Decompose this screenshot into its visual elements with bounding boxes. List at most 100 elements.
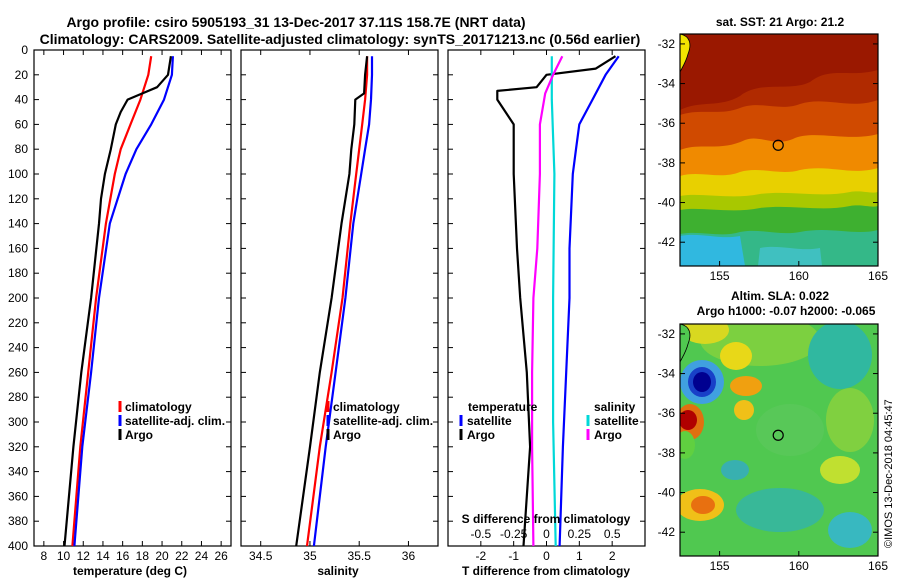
map-x-tick-label: 165	[868, 559, 888, 573]
map-y-tick-label: -34	[658, 77, 676, 91]
depth-tick-label: 340	[8, 465, 28, 479]
x-tick-label: 35.5	[348, 549, 372, 563]
depth-tick-label: 40	[15, 93, 29, 107]
depth-tick-label: 160	[8, 241, 28, 255]
depth-tick-label: 280	[8, 390, 28, 404]
s-diff-tick-label: 0.25	[568, 527, 592, 541]
x-tick-label: 24	[195, 549, 209, 563]
sla-map-image	[680, 324, 878, 556]
legend-climatology: climatology	[125, 400, 192, 414]
map-y-tick-label: -38	[658, 156, 676, 170]
depth-tick-label: 220	[8, 316, 28, 330]
series-line-salinity-satellite	[550, 56, 557, 547]
depth-tick-label: 260	[8, 365, 28, 379]
series-line-temperature-satellite	[558, 55, 620, 547]
depth-tick-label: 60	[15, 117, 29, 131]
x-tick-label: 1	[576, 549, 583, 563]
sla-argo-location-marker	[772, 429, 784, 441]
x-tick-label: 26	[214, 549, 228, 563]
legend-title-temperature: temperature	[468, 400, 538, 414]
map-y-tick-label: -40	[658, 486, 676, 500]
depth-tick-label: 300	[8, 415, 28, 429]
map-y-tick-label: -38	[658, 446, 676, 460]
depth-tick-label: 180	[8, 266, 28, 280]
s-diff-tick-label: -0.25	[500, 527, 528, 541]
temperature-plot-frame	[33, 49, 232, 547]
legend-climatology: climatology	[333, 400, 400, 414]
x-tick-label: 36	[402, 549, 416, 563]
temperature-axis: 8 10 12 14 16 18 20 22 24 26	[34, 49, 231, 563]
map-x-tick-label: 160	[789, 269, 809, 283]
map-x-tick-label: 165	[868, 269, 888, 283]
x-tick-label: -1	[508, 549, 519, 563]
x-tick-label: 12	[77, 549, 91, 563]
sst-map-image	[680, 34, 878, 266]
salinity-xlabel: salinity	[317, 564, 359, 578]
map-x-tick-label: 160	[789, 559, 809, 573]
legend-s-satellite: satellite	[594, 414, 639, 428]
x-tick-label: 22	[175, 549, 189, 563]
map-y-tick-label: -32	[658, 37, 676, 51]
s-diff-tick-label: 0.5	[604, 527, 621, 541]
depth-tick-label: 400	[8, 539, 28, 553]
sst-map-frame	[679, 33, 879, 267]
s-diff-tick-label: 0	[543, 527, 550, 541]
legend-title-salinity: salinity	[594, 400, 636, 414]
s-diff-tick-label: -0.5	[470, 527, 491, 541]
figure-title-line2: Climatology: CARS2009. Satellite-adjuste…	[40, 31, 641, 47]
difference-series	[496, 55, 620, 547]
legend-satellite-adj: satellite-adj. clim.	[333, 414, 433, 428]
series-line-salinity-argo	[530, 55, 564, 547]
difference-plot-frame	[447, 49, 646, 547]
depth-tick-label: 240	[8, 341, 28, 355]
legend-t-argo: Argo	[467, 428, 495, 442]
x-tick-label: 34.5	[249, 549, 273, 563]
depth-tick-label: 200	[8, 291, 28, 305]
map-y-tick-label: -34	[658, 367, 676, 381]
sst-argo-location-marker	[772, 139, 784, 151]
map-y-tick-label: -36	[658, 406, 676, 420]
legend-s-argo: Argo	[594, 428, 622, 442]
s-difference-xlabel: S difference from climatology	[462, 512, 631, 526]
legend-argo: Argo	[125, 428, 153, 442]
series-line-climatology	[305, 56, 369, 547]
depth-tick-label: 120	[8, 192, 28, 206]
map-y-tick-label: -40	[658, 196, 676, 210]
series-line-temperature-argo	[496, 55, 617, 547]
figure-title-line1: Argo profile: csiro 5905193_31 13-Dec-20…	[66, 14, 525, 30]
depth-tick-label: 20	[15, 68, 29, 82]
x-tick-label: 2	[609, 549, 616, 563]
series-line-argo	[63, 56, 172, 547]
map-y-tick-label: -42	[658, 235, 676, 249]
x-tick-label: 10	[57, 549, 71, 563]
map-y-tick-label: -42	[658, 525, 676, 539]
depth-tick-label: 320	[8, 440, 28, 454]
x-tick-label: 18	[136, 549, 150, 563]
salinity-plot-frame	[240, 49, 439, 547]
salinity-legend: climatology satellite-adj. clim. Argo	[326, 400, 433, 442]
sla-map-axis: 155 160 165 -32 -34 -36 -38 -40 -42	[658, 327, 889, 573]
temperature-legend: climatology satellite-adj. clim. Argo	[118, 400, 225, 442]
depth-axis: 0 20 40 60 80 100 120 140 160 180 200 220 240 260 280 3…	[8, 43, 28, 553]
depth-tick-label: 100	[8, 167, 28, 181]
x-tick-label: 16	[116, 549, 130, 563]
sst-map-axis: 155 160 165 -32 -34 -36 -38 -40 -42	[658, 37, 889, 283]
sla-map-frame	[679, 323, 879, 557]
depth-tick-label: 380	[8, 514, 28, 528]
series-line-climatology	[71, 56, 153, 547]
temperature-xlabel: temperature (deg C)	[73, 564, 187, 578]
map-y-tick-label: -36	[658, 116, 676, 130]
x-tick-label: -2	[475, 549, 486, 563]
difference-legend: temperature satellite Argo salinity sate…	[459, 400, 639, 442]
legend-t-satellite: satellite	[467, 414, 512, 428]
series-line-argo	[295, 56, 369, 547]
x-tick-label: 0	[543, 549, 550, 563]
sla-map-subtitle: Argo h1000: -0.07 h2000: -0.065	[697, 304, 876, 318]
depth-tick-label: 0	[21, 43, 28, 57]
t-difference-xlabel: T difference from climatology	[462, 564, 630, 578]
salinity-series	[295, 56, 374, 547]
x-tick-label: 8	[41, 549, 48, 563]
map-y-tick-label: -32	[658, 327, 676, 341]
x-tick-label: 35	[303, 549, 317, 563]
